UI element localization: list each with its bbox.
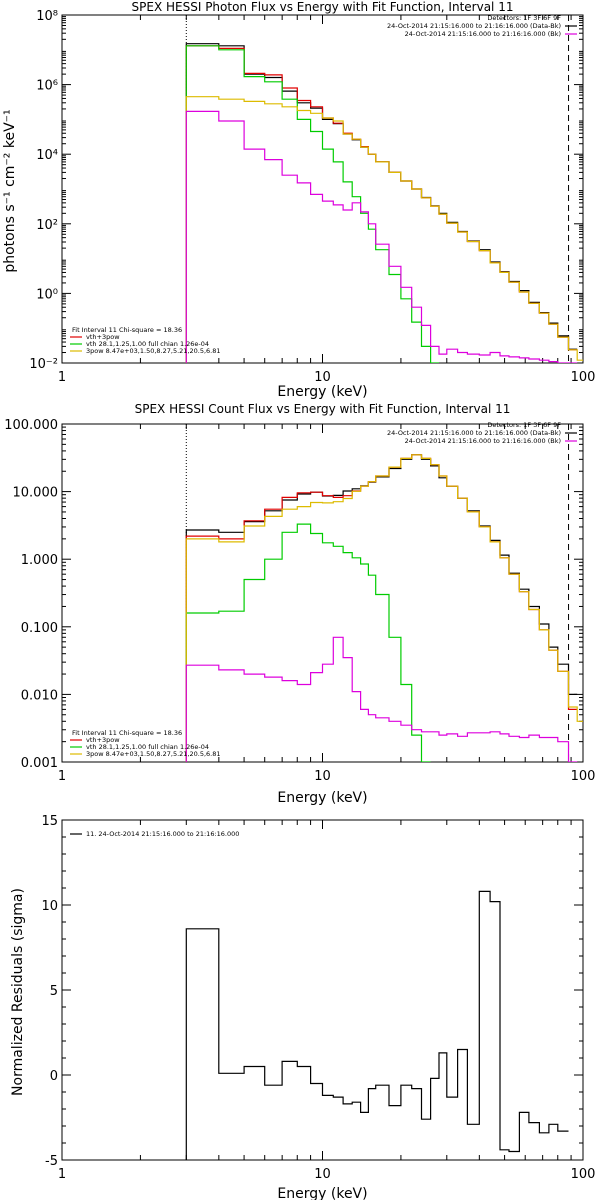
plot-frame-3 [61, 819, 584, 1161]
y-tick-label-1: 10⁰ [36, 287, 58, 302]
series-3pow-2 [185, 454, 583, 762]
y-tick-label-1: 10⁴ [36, 148, 58, 163]
legend-bottom-text-2: Fit Interval 11 Chi-square = 18.36 [72, 729, 182, 737]
legend-bottom-text-1: Fit Interval 11 Chi-square = 18.36 [72, 326, 182, 334]
x-tick-label-1: 1 [58, 370, 66, 385]
series-bk-2 [185, 636, 578, 762]
series-bk-1 [185, 110, 578, 363]
legend-top-text-3: 11. 24-Oct-2014 21:15:16.000 to 21:16:16… [86, 830, 239, 838]
legend-top-text-1: Detectors: 1F 3F 6F 9F [487, 14, 561, 22]
x-tick-label-3: 1 [58, 1167, 66, 1182]
legend-bottom-text-2: vth+3pow [86, 736, 120, 744]
series-vth-3pow-1 [185, 45, 578, 363]
y-tick-label-1: 10⁸ [36, 9, 58, 24]
y-axis-label-1: photons s⁻¹ cm⁻² keV⁻¹ [2, 109, 18, 272]
x-tick-label-1: 100 [571, 370, 596, 385]
series-vth-2 [185, 523, 431, 762]
legend-bottom-text-1: vth+3pow [86, 333, 120, 341]
y-tick-label-3: 15 [41, 814, 58, 829]
series-vth-3pow-2 [185, 454, 578, 762]
y-tick-label-2: 1.000 [21, 553, 58, 568]
x-tick-label-1: 10 [314, 370, 331, 385]
x-axis-label-3: Energy (keV) [277, 1186, 367, 1200]
x-axis-label-2: Energy (keV) [277, 790, 367, 806]
series-11-24-oct-2014-21-15-16-000-to-21-16-16-000-3 [185, 890, 569, 1160]
legend-bottom-text-2: 3pow 8.47e+03,1.50,8.27,5.21,20.5,6.81 [86, 750, 221, 758]
y-tick-label-3: 10 [41, 899, 58, 914]
legend-bottom-text-1: 3pow 8.47e+03,1.50,8.27,5.21,20.5,6.81 [86, 347, 221, 355]
y-tick-label-2: 0.001 [21, 756, 58, 771]
y-tick-label-3: 5 [50, 984, 58, 999]
x-tick-label-3: 10 [314, 1167, 331, 1182]
legend-top-text-2: 24-Oct-2014 21:15:16.000 to 21:16:16.000… [405, 437, 561, 445]
y-tick-label-1: 10⁻² [29, 357, 58, 372]
x-tick-label-2: 10 [314, 769, 331, 784]
y-tick-label-1: 10⁶ [36, 79, 58, 94]
plot-frame-1 [61, 14, 584, 364]
legend-top-text-2: Detectors: 1F 3F 6F 9F [487, 421, 561, 429]
series-vth-1 [185, 45, 439, 363]
y-tick-label-3: -5 [45, 1154, 58, 1169]
x-tick-label-3: 100 [571, 1167, 596, 1182]
y-tick-label-2: 0.010 [21, 688, 58, 703]
legend-top-text-1: 24-Oct-2014 21:15:16.000 to 21:16:16.000… [387, 22, 561, 30]
legend-bottom-text-2: vth 28.1,1.25,1.00 full chian 1.26e-04 [86, 743, 209, 751]
y-tick-label-2: 0.100 [21, 621, 58, 636]
x-axis-label-1: Energy (keV) [277, 384, 367, 400]
series-data-bk-1 [185, 43, 578, 363]
y-tick-label-2: 10.000 [13, 486, 59, 501]
series-3pow-1 [185, 96, 583, 363]
x-tick-label-2: 1 [58, 769, 66, 784]
legend-top-text-2: 24-Oct-2014 21:15:16.000 to 21:16:16.000… [387, 429, 561, 437]
chart-title-1: SPEX HESSI Photon Flux vs Energy with Fi… [132, 0, 514, 14]
plot-frame-2 [61, 423, 584, 763]
legend-top-text-1: 24-Oct-2014 21:15:16.000 to 21:16:16.000… [405, 30, 561, 38]
series-data-bk-2 [185, 454, 578, 762]
y-tick-label-2: 100.000 [4, 418, 58, 433]
chart-title-2: SPEX HESSI Count Flux vs Energy with Fit… [135, 402, 511, 416]
legend-bottom-text-1: vth 28.1,1.25,1.00 full chian 1.26e-04 [86, 340, 209, 348]
y-tick-label-3: 0 [50, 1069, 58, 1084]
x-tick-label-2: 100 [571, 769, 596, 784]
y-tick-label-1: 10² [36, 218, 58, 233]
y-axis-label-3: Normalized Residuals (sigma) [10, 888, 26, 1096]
